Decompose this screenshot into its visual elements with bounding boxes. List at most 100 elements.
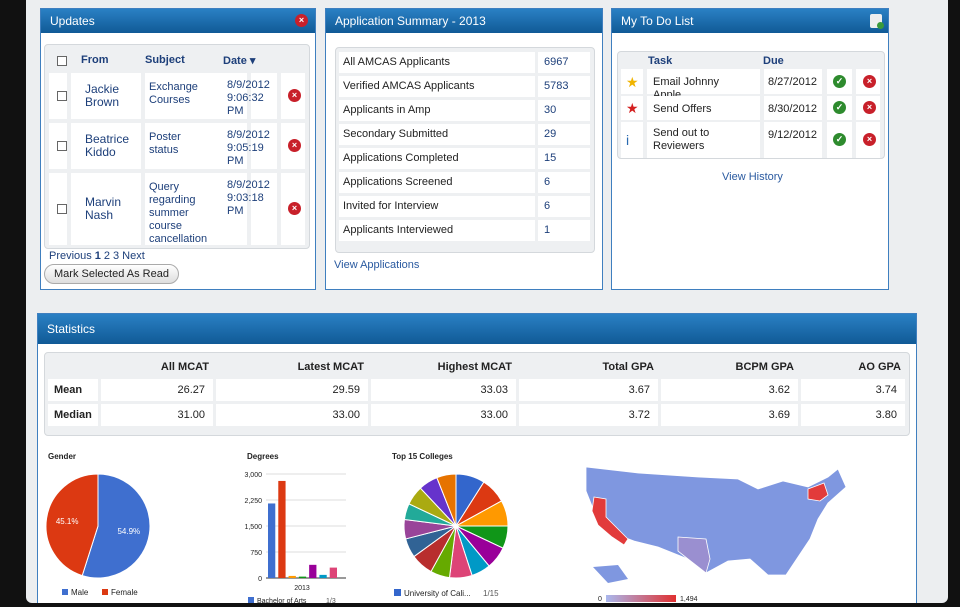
add-icon[interactable]: [870, 14, 884, 29]
row-cell: [145, 73, 247, 119]
view-applications-link[interactable]: View Applications: [334, 259, 420, 271]
column-header: From: [81, 54, 109, 66]
bar: [309, 564, 317, 578]
delete-button[interactable]: ×: [288, 202, 301, 215]
row-cell: [764, 122, 822, 158]
legend-pager: 1/15: [483, 589, 499, 598]
row-cell: [216, 404, 368, 426]
row-cell: [661, 404, 798, 426]
stat-value: 33.00: [480, 409, 508, 421]
charts: Gender 54.9% 45.1% Male Female Degrees 0 750 1,5…: [45, 452, 847, 603]
stats-table: All MCAT Latest MCAT Highest MCAT Total GPA…: [44, 352, 910, 436]
delete-button[interactable]: ×: [863, 74, 876, 88]
task[interactable]: Send out to Reviewers: [653, 127, 710, 152]
due-date: 8/27/2012: [768, 76, 817, 88]
panel-title: Application Summary - 2013: [335, 14, 486, 28]
summary-label: Applications Screened: [343, 176, 453, 188]
statistics-panel: Statistics All MCAT Latest MCAT Highest MC…: [37, 313, 917, 603]
legend-pager: 1/3: [326, 598, 336, 603]
due-date: 9/12/2012: [768, 129, 817, 141]
task[interactable]: Send Offers: [653, 103, 712, 115]
subject[interactable]: Query regarding summer course cancellati…: [149, 181, 208, 245]
bar: [288, 575, 296, 578]
row-cell: [251, 173, 277, 245]
stat-value: 29.59: [332, 384, 360, 396]
y-tick-label: 1,500: [244, 524, 262, 531]
us-map: [585, 466, 847, 583]
row-cell: [145, 173, 247, 245]
panel-header: Statistics: [38, 314, 916, 344]
summary-value[interactable]: 6: [544, 200, 551, 212]
legend-swatch: [394, 589, 401, 596]
mark-read-button[interactable]: Mark Selected As Read: [44, 264, 179, 284]
view-history-link[interactable]: View History: [722, 171, 783, 183]
delete-button[interactable]: ×: [863, 101, 876, 114]
summary-value[interactable]: 15: [544, 152, 557, 164]
complete-button[interactable]: ✓: [833, 133, 846, 146]
delete-button[interactable]: ×: [288, 89, 301, 102]
legend-swatch: [62, 589, 68, 595]
row-cell: [538, 100, 590, 121]
row-cell: [71, 173, 141, 245]
row-cell: [538, 148, 590, 169]
column-header[interactable]: Date ▾: [223, 55, 256, 67]
row-cell: [647, 122, 760, 158]
state-ca: [591, 496, 629, 546]
page-link[interactable]: 1: [94, 250, 101, 262]
row-cell: [538, 52, 590, 73]
subject[interactable]: Poster status: [149, 131, 181, 156]
subject[interactable]: Exchange Courses: [149, 81, 198, 106]
sender: Beatrice Kiddo: [85, 132, 130, 159]
bar: [278, 480, 286, 578]
row-cell: [538, 76, 590, 97]
summary-value[interactable]: 1: [544, 224, 551, 236]
summary-value[interactable]: 30: [544, 104, 557, 116]
updates-table: From Subject Date ▾ Jackie Brown Exchange Co…: [44, 44, 310, 249]
page-link[interactable]: 3: [113, 250, 120, 262]
state-tx: [677, 536, 711, 574]
row-cell: [71, 73, 141, 119]
delete-button[interactable]: ×: [288, 139, 301, 152]
row-cell: [339, 124, 535, 145]
checkbox[interactable]: [57, 204, 67, 214]
stat-value: 33.03: [480, 384, 508, 396]
legend-label: Female: [111, 588, 138, 597]
bar: [319, 574, 327, 578]
legend-label: Bachelor of Arts: [257, 598, 307, 603]
summary-value[interactable]: 29: [544, 128, 557, 140]
bar: [268, 503, 276, 578]
task-icon: ★: [626, 100, 639, 116]
close-button[interactable]: ×: [295, 14, 308, 27]
summary-label: All AMCAS Applicants: [343, 56, 450, 68]
panel-header: Updates ×: [41, 9, 315, 33]
summary-value[interactable]: 6: [544, 176, 551, 188]
checkbox[interactable]: [57, 141, 67, 151]
page-link[interactable]: 2: [103, 250, 111, 262]
row-cell: [538, 196, 590, 217]
next-link[interactable]: Next: [122, 250, 145, 262]
column-header: All MCAT: [160, 361, 209, 373]
date: 8/9/2012 9:06:32 PM: [227, 79, 270, 117]
summary-value[interactable]: 5783: [544, 80, 569, 92]
todo-panel: My To Do List Task Due ★ Email Johnny Apple…: [611, 8, 889, 290]
delete-button[interactable]: ×: [863, 133, 876, 146]
checkbox[interactable]: [57, 56, 67, 66]
summary-value[interactable]: 6967: [544, 56, 569, 68]
y-tick-label: 0: [258, 576, 262, 583]
pagination: Previous 1 2 3 Next: [49, 250, 145, 262]
todo-table: Task Due ★ Email Johnny Apple 8/27/2012 ✓ × ★ Se…: [617, 51, 885, 159]
complete-button[interactable]: ✓: [833, 101, 846, 114]
y-tick-label: 3,000: [244, 472, 262, 479]
summary-label: Verified AMCAS Applicants: [343, 80, 475, 92]
row-cell: [339, 76, 535, 97]
complete-button[interactable]: ✓: [833, 74, 846, 88]
dashboard: Updates × From Subject Date ▾ Jackie Brown E…: [26, 0, 948, 603]
summary-label: Applications Completed: [343, 152, 459, 164]
row-cell: [519, 379, 658, 401]
summary-label: Applicants Interviewed: [343, 224, 454, 236]
pie-slice: [81, 473, 151, 579]
row-cell: [371, 404, 516, 426]
row-cell: [538, 172, 590, 193]
checkbox[interactable]: [57, 91, 67, 101]
previous-link[interactable]: Previous: [49, 250, 92, 262]
